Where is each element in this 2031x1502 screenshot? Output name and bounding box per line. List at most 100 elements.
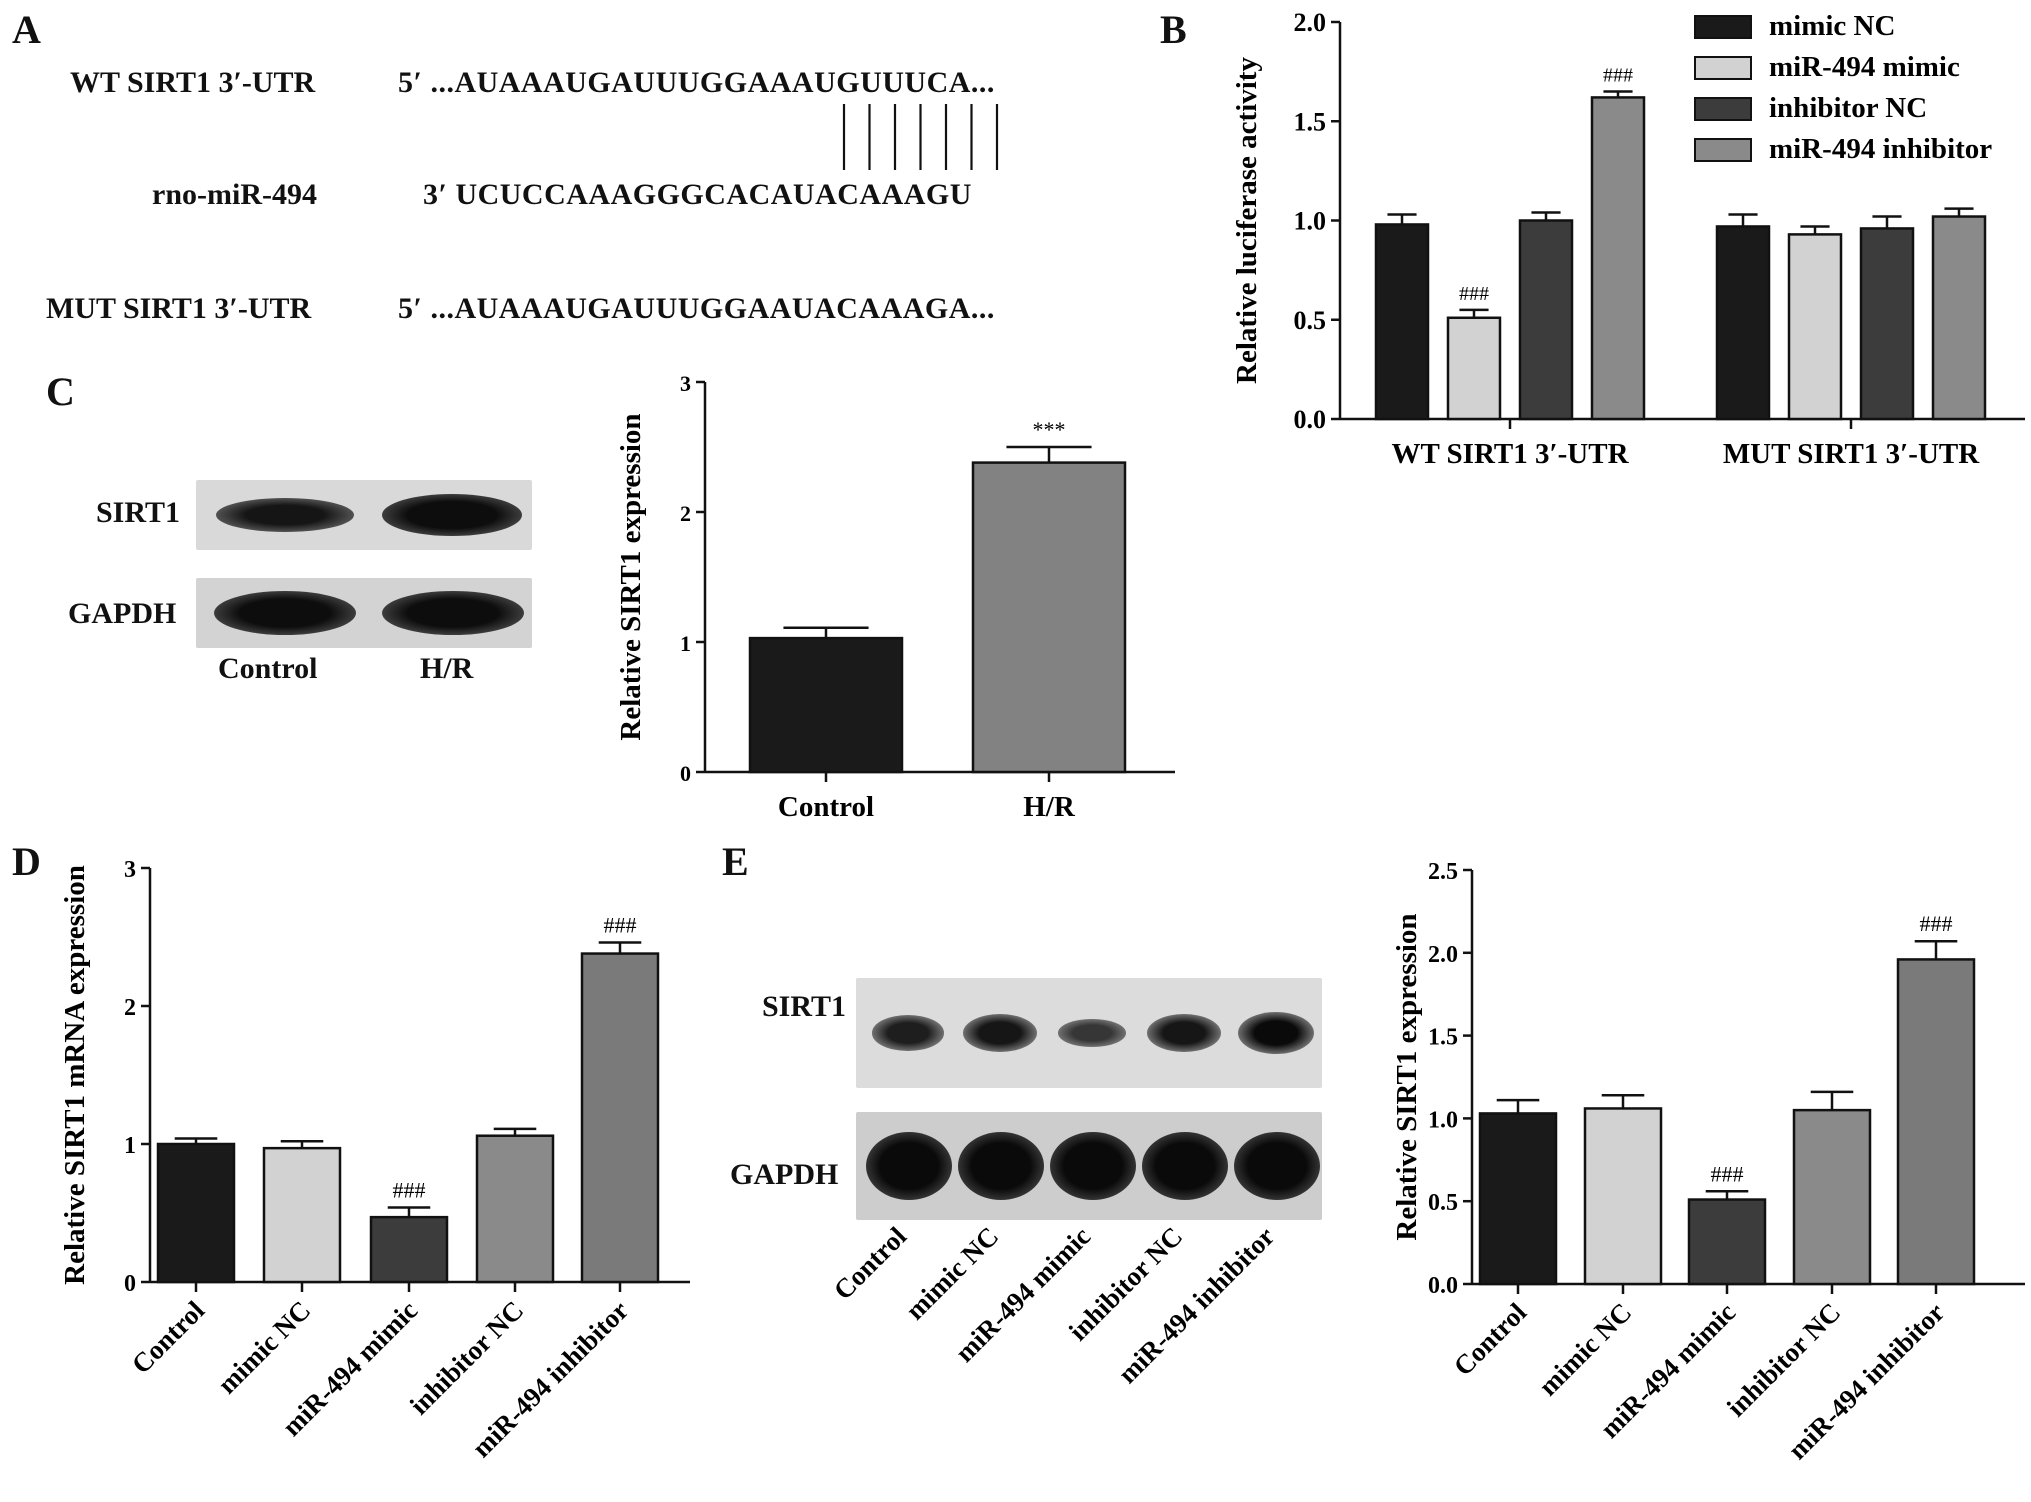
chart-b-legend-swatch-1 [1694,56,1752,80]
blot-e-label-gapdh: GAPDH [730,1158,839,1191]
chart-b-bar-0-1 [1446,316,1502,421]
chart-b-y-tick-label-4: 2.0 [1294,8,1327,37]
chart-e-bar-4 [1896,958,1976,1286]
chart-b-bar-1-0 [1715,225,1771,421]
chart-e-bar-0 [1478,1112,1558,1286]
chart-d-bar-3 [475,1134,555,1284]
blot-c-label-sirt1: SIRT1 [96,496,180,529]
wt-utr-sequence: 5′ ...AUAAAUGAUUUGGAAAUGUUUCA... [398,66,995,99]
chart-d-bar-4 [580,952,660,1284]
chart-b-y-tick-label-3: 1.5 [1294,107,1327,136]
chart-b: 0.0 0.5 1.0 1.5 2.0 Relative luciferase activ… [1231,8,2025,470]
chart-d-y-tick-label-2: 2 [124,995,136,1021]
chart-c-y-tick-label-0: 0 [680,761,691,786]
blot-c-lane-control: Control [218,652,318,685]
chart-e-x-tick-label-0: Control [1448,1297,1533,1382]
chart-b-y-tick-label-1: 0.5 [1294,306,1327,335]
chart-e-bar-2 [1687,1198,1767,1286]
chart-d-bar-4-significance: ### [604,913,637,938]
blot-e-gapdh-band-3 [1142,1132,1228,1200]
panel-c-letter: C [46,369,75,414]
chart-b-bar-0-3 [1590,96,1646,421]
chart-b-y-tick-label-2: 1.0 [1294,207,1327,236]
chart-b-y-tick-label-0: 0.0 [1294,405,1327,434]
chart-b-bar-0-1-significance: ### [1459,283,1489,305]
blot-c-lane-hr: H/R [420,652,474,685]
chart-e-bar-4-significance: ### [1920,911,1953,936]
blot-c-gapdh-strip [196,578,532,648]
panel-b-letter: B [1160,7,1187,52]
chart-d-y-tick-label-1: 1 [124,1133,136,1159]
mut-utr-sequence: 5′ ...AUAAAUGAUUUGGAAUACAAAGA... [398,292,995,325]
chart-e: 0.0 0.5 1.0 1.5 2.0 2.5 Relative SIRT1 express… [1391,859,2025,1465]
blot-e-sirt1-band-4 [1238,1012,1314,1054]
panel-e-letter: E [722,839,749,884]
chart-c-bar-1 [971,461,1127,774]
chart-d-x-tick-label-1: mimic NC [212,1295,316,1399]
blot-c-sirt1-strip [196,480,532,550]
chart-c-y-tick-label-3: 3 [680,371,691,396]
chart-c-x-tick-label-0: Control [778,791,874,823]
chart-b-legend-swatch-2 [1694,97,1752,121]
panel-d-letter: D [12,839,41,884]
mut-utr-label: MUT SIRT1 3′-UTR [46,292,312,325]
chart-b-legend-label-2: inhibitor NC [1769,92,1927,124]
blot-e-gapdh-strip [856,1112,1322,1220]
chart-e-y-tick-label-3: 1.5 [1428,1025,1458,1051]
chart-d-bar-1 [262,1146,342,1284]
chart-b-bar-0-3-significance: ### [1603,64,1633,86]
chart-c-bar-1-significance: *** [1033,417,1066,442]
blot-e-sirt1-band-3 [1147,1013,1221,1053]
chart-d-y-tick-label-3: 3 [124,857,136,883]
chart-e-x-tick-label-1: mimic NC [1533,1297,1637,1401]
blot-e-lane-label-0: Control [828,1221,913,1306]
panel-a-letter: A [12,7,41,52]
chart-e-bar-2-significance: ### [1711,1161,1744,1186]
chart-c-x-tick-label-1: H/R [1023,791,1076,823]
chart-d-y-tick-label-0: 0 [124,1271,136,1297]
chart-b-legend-label-0: mimic NC [1769,10,1895,42]
chart-b-x-tick-label-1: MUT SIRT1 3′-UTR [1723,438,1980,470]
blot-e-sirt1-band-0 [871,1015,945,1051]
blot-e-gapdh-band-4 [1234,1132,1320,1200]
blot-e-gapdh-band-2 [1050,1132,1136,1200]
chart-b-y-axis-label: Relative luciferase activity [1231,57,1263,384]
chart-e-y-tick-label-2: 1.0 [1428,1107,1458,1133]
blot-e-gapdh-band-1 [958,1132,1044,1200]
chart-e-bar-3 [1792,1108,1872,1286]
chart-d-bar-2 [369,1215,449,1284]
chart-e-y-tick-label-0: 0.0 [1428,1273,1458,1299]
chart-b-legend-label-3: miR-494 inhibitor [1769,133,1992,165]
chart-e-y-axis-label: Relative SIRT1 expression [1391,913,1423,1240]
blot-e-sirt1-band-2 [1057,1019,1127,1047]
blot-c-label-gapdh: GAPDH [68,597,177,630]
chart-d-bar-2-significance: ### [393,1177,426,1202]
blot-e-gapdh-band-0 [866,1132,952,1200]
pairing-lines [842,104,999,170]
chart-c-y-tick-label-1: 1 [680,631,691,656]
blot-e-lane-label-4: miR-494 inhibitor [1112,1221,1280,1389]
chart-d-x-tick-label-0: Control [126,1295,211,1380]
chart-b-bar-1-3 [1931,215,1987,421]
blot-c-sirt1-band-hr [382,494,522,536]
chart-c-y-tick-label-2: 2 [680,501,691,526]
chart-b-bar-1-1 [1787,233,1843,421]
blot-e-sirt1-band-1 [963,1013,1037,1053]
chart-c-y-axis-label: Relative SIRT1 expression [615,413,647,740]
mirna-sequence: 3′ UCUCCAAAGGGCACAUACAAAGU [423,178,972,211]
chart-e-bar-1 [1583,1107,1663,1286]
blot-c-gapdh-band-control [214,591,356,635]
chart-b-x-tick-label-0: WT SIRT1 3′-UTR [1391,438,1629,470]
chart-b-legend-swatch-0 [1694,15,1752,39]
blot-c-gapdh-band-hr [382,591,524,635]
chart-b-legend-swatch-3 [1694,138,1752,162]
chart-b-bar-0-2 [1518,219,1574,421]
chart-b-bar-0-0 [1374,223,1430,421]
chart-e-y-tick-label-5: 2.5 [1428,859,1458,885]
blot-c-sirt1-band-control [216,498,354,532]
blot-e-label-sirt1: SIRT1 [762,990,846,1023]
chart-d-y-axis-label: Relative SIRT1 mRNA expression [59,865,91,1285]
chart-e-y-tick-label-4: 2.0 [1428,942,1458,968]
wt-utr-label: WT SIRT1 3′-UTR [70,66,316,99]
